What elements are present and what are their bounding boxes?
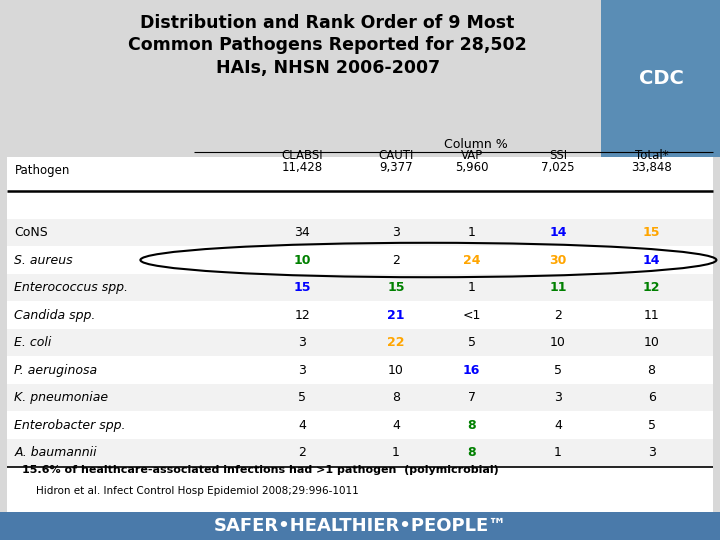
Text: 15: 15 [643,226,660,239]
Text: 3: 3 [299,336,306,349]
Text: Enterococcus spp.: Enterococcus spp. [14,281,128,294]
Text: P. aeruginosa: P. aeruginosa [14,363,97,377]
Text: 14: 14 [549,226,567,239]
FancyBboxPatch shape [601,0,720,157]
Text: 9,377: 9,377 [379,161,413,174]
Text: E. coli: E. coli [14,336,52,349]
Text: 8: 8 [467,418,476,432]
Text: 1: 1 [554,446,562,460]
Text: 15.6% of healthcare-associated infections had >1 pathogen  (polymicrobial): 15.6% of healthcare-associated infection… [22,465,498,476]
Text: S. aureus: S. aureus [14,253,73,267]
Text: 11: 11 [549,281,567,294]
Text: 8: 8 [467,446,476,460]
Text: 3: 3 [554,391,562,404]
Text: 21: 21 [387,308,405,322]
Text: Pathogen: Pathogen [14,164,70,177]
Text: 10: 10 [644,336,660,349]
Text: 1: 1 [468,281,475,294]
Text: K. pneumoniae: K. pneumoniae [14,391,109,404]
Text: 22: 22 [387,336,405,349]
Text: Total*: Total* [635,149,668,162]
Text: 33,848: 33,848 [631,161,672,174]
FancyBboxPatch shape [7,439,713,467]
FancyBboxPatch shape [7,301,713,329]
Text: 5,960: 5,960 [455,161,488,174]
Text: 10: 10 [388,363,404,377]
Text: Distribution and Rank Order of 9 Most
Common Pathogens Reported for 28,502
HAIs,: Distribution and Rank Order of 9 Most Co… [128,14,527,77]
Text: 3: 3 [392,226,400,239]
Text: Enterobacter spp.: Enterobacter spp. [14,418,126,432]
Text: 1: 1 [468,226,475,239]
FancyBboxPatch shape [7,356,713,384]
FancyBboxPatch shape [7,157,713,494]
Text: VAP: VAP [461,149,482,162]
Text: Hidron et al. Infect Control Hosp Epidemiol 2008;29:996-1011: Hidron et al. Infect Control Hosp Epidem… [36,486,359,496]
Text: 14: 14 [643,253,660,267]
Text: 10: 10 [294,253,311,267]
Text: 7,025: 7,025 [541,161,575,174]
FancyBboxPatch shape [7,463,713,514]
Text: 3: 3 [648,446,655,460]
FancyBboxPatch shape [7,411,713,439]
Text: 24: 24 [463,253,480,267]
Text: <1: <1 [462,308,481,322]
Text: 11,428: 11,428 [282,161,323,174]
FancyBboxPatch shape [7,384,713,411]
Text: 12: 12 [294,308,310,322]
Text: 5: 5 [647,418,656,432]
Text: 7: 7 [467,391,476,404]
Text: 2: 2 [392,253,400,267]
FancyBboxPatch shape [7,329,713,356]
Text: 5: 5 [298,391,307,404]
Text: 8: 8 [392,391,400,404]
Text: 4: 4 [299,418,306,432]
FancyBboxPatch shape [7,246,713,274]
Text: 3: 3 [299,363,306,377]
Text: SSI: SSI [549,149,567,162]
Text: 4: 4 [554,418,562,432]
Text: 2: 2 [299,446,306,460]
Text: CoNS: CoNS [14,226,48,239]
Text: CDC: CDC [639,69,683,88]
Text: SAFER•HEALTHIER•PEOPLE™: SAFER•HEALTHIER•PEOPLE™ [213,517,507,535]
Text: 10: 10 [550,336,566,349]
Text: Column %: Column % [444,138,508,151]
FancyBboxPatch shape [7,219,713,246]
Text: 15: 15 [387,281,405,294]
FancyBboxPatch shape [7,274,713,301]
Text: 5: 5 [467,336,476,349]
Text: 4: 4 [392,418,400,432]
FancyBboxPatch shape [0,0,97,157]
Text: 2: 2 [554,308,562,322]
Text: Candida spp.: Candida spp. [14,308,96,322]
Text: A. baumannii: A. baumannii [14,446,97,460]
Text: 1: 1 [392,446,400,460]
Text: 30: 30 [549,253,567,267]
Text: 12: 12 [643,281,660,294]
Text: 16: 16 [463,363,480,377]
Text: 15: 15 [294,281,311,294]
Text: 8: 8 [647,363,656,377]
Text: 6: 6 [648,391,655,404]
Text: 34: 34 [294,226,310,239]
FancyBboxPatch shape [0,512,720,540]
Text: 11: 11 [644,308,660,322]
Text: CLABSI: CLABSI [282,149,323,162]
Text: 5: 5 [554,363,562,377]
Text: CAUTI: CAUTI [378,149,414,162]
